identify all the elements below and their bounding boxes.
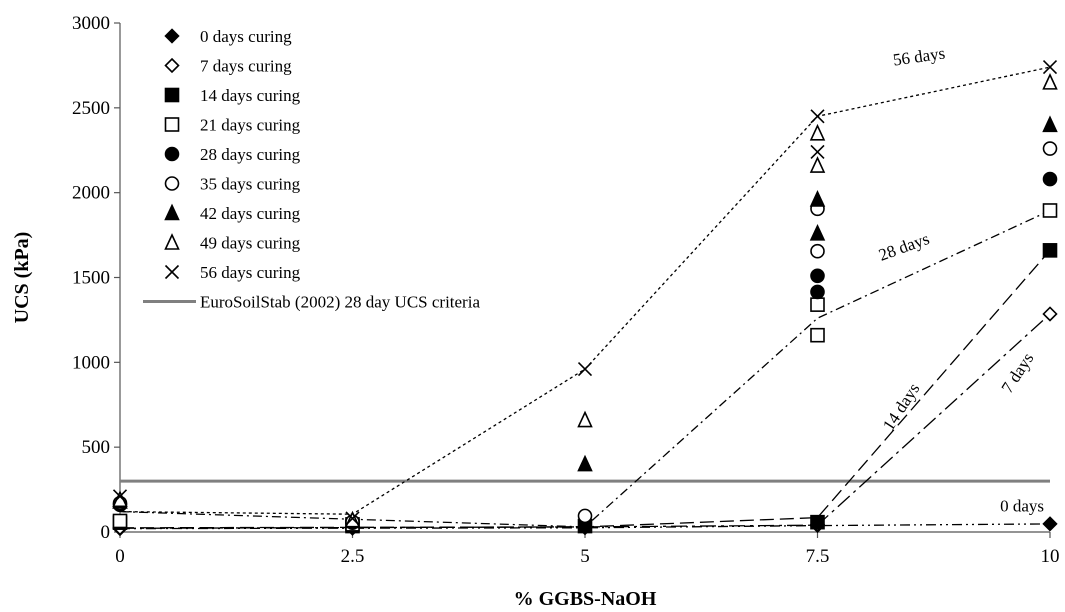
legend-marker — [164, 176, 180, 191]
legend-marker — [164, 233, 180, 250]
trend-line-0-days — [119, 523, 1051, 530]
legend-marker — [164, 117, 180, 132]
legend-label: 28 days curing — [200, 145, 301, 164]
data-point — [577, 508, 593, 524]
y-tick-label: 3000 — [72, 13, 110, 34]
legend-label: 21 days curing — [200, 116, 301, 135]
legend-label: 35 days curing — [200, 175, 301, 194]
data-point — [1042, 141, 1058, 156]
data-point — [809, 223, 826, 241]
line-annotation: 14 days — [879, 380, 923, 434]
legend: 0 days curing 7 days curing 14 days curing… — [143, 27, 480, 312]
y-tick-label: 1000 — [72, 352, 110, 373]
data-point — [577, 410, 593, 428]
legend-marker — [164, 87, 180, 103]
legend-label: 49 days curing — [200, 234, 301, 253]
legend-marker — [164, 146, 180, 162]
legend-label: EuroSoilStab (2002) 28 day UCS criteria — [200, 293, 480, 312]
data-point — [1042, 115, 1058, 133]
data-point — [1042, 243, 1058, 258]
line-annotation: 7 days — [998, 349, 1038, 396]
data-point — [809, 123, 826, 141]
y-tick-label: 2000 — [72, 183, 110, 204]
x-tick-label: 0 — [115, 546, 125, 567]
data-point — [810, 284, 825, 300]
legend-marker — [164, 57, 180, 74]
data-point — [1042, 171, 1058, 187]
data-point — [810, 297, 825, 312]
legend-marker — [164, 203, 180, 221]
legend-marker — [164, 264, 180, 280]
data-point — [1042, 306, 1058, 322]
legend-label: 42 days curing — [200, 204, 301, 223]
y-tick-label: 2500 — [72, 98, 110, 119]
axes: 0 500 1000 1500 2000 2500 3000 0 2.5 5 7.5 10 — [72, 13, 1060, 567]
data-point — [1042, 516, 1058, 532]
data-point — [345, 511, 360, 526]
y-axis-label: UCS (kPa) — [11, 232, 33, 324]
x-tick-label: 2.5 — [341, 546, 365, 567]
data-point — [810, 514, 825, 530]
data-point — [1042, 203, 1058, 218]
data-point — [810, 144, 825, 160]
x-axis-label: % GGBS-NaOH — [514, 588, 657, 610]
y-tick-label: 500 — [82, 437, 111, 458]
x-tick-label: 10 — [1041, 546, 1060, 567]
legend-label: 7 days curing — [200, 57, 292, 76]
legend-label: 14 days curing — [200, 86, 301, 105]
data-point — [112, 513, 128, 529]
data-point — [1042, 60, 1058, 75]
data-point — [809, 190, 826, 207]
y-tick-label: 1500 — [72, 268, 110, 289]
data-point — [810, 109, 825, 124]
data-point — [577, 362, 593, 377]
line-annotation: 56 days — [892, 44, 947, 70]
legend-label: 56 days curing — [200, 263, 301, 282]
data-point — [809, 156, 826, 173]
legend-label: 0 days curing — [200, 27, 292, 46]
data-point — [1042, 72, 1058, 90]
x-tick-label: 7.5 — [806, 546, 830, 567]
line-annotation: 28 days — [876, 229, 932, 265]
data-markers — [112, 60, 1058, 537]
y-tick-label: 0 — [101, 522, 111, 543]
data-point — [810, 268, 825, 284]
legend-marker — [164, 28, 180, 44]
data-point — [577, 454, 593, 472]
data-point — [112, 489, 128, 504]
data-point — [344, 510, 361, 528]
x-tick-label: 5 — [580, 546, 590, 567]
data-point — [810, 327, 825, 343]
data-point — [810, 243, 825, 259]
line-annotation: 0 days — [1000, 497, 1044, 516]
